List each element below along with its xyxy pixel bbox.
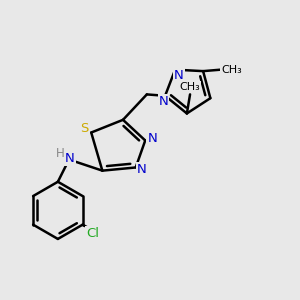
Text: N: N — [65, 152, 75, 165]
Text: N: N — [159, 95, 168, 108]
Text: CH₃: CH₃ — [221, 64, 242, 74]
Text: N: N — [174, 69, 184, 82]
Text: H: H — [56, 147, 64, 160]
Text: S: S — [80, 122, 88, 135]
Text: CH₃: CH₃ — [180, 82, 200, 92]
Text: N: N — [147, 132, 157, 146]
Text: N: N — [137, 163, 147, 176]
Text: Cl: Cl — [86, 227, 100, 240]
